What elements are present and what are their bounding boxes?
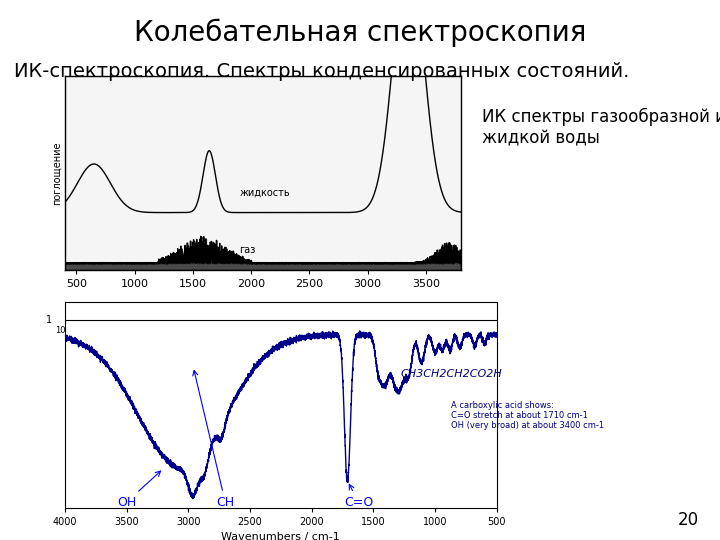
Text: CH3CH2CH2CO2H: CH3CH2CH2CO2H [400,369,502,379]
X-axis label: Wavenumbers / cm-1: Wavenumbers / cm-1 [222,532,340,540]
Text: OH: OH [117,471,161,509]
Text: Колебательная спектроскопия: Колебательная спектроскопия [134,19,586,48]
Text: 1: 1 [46,315,53,325]
Text: 10: 10 [55,326,66,335]
Y-axis label: поглощение: поглощение [52,141,62,205]
Text: жидкость: жидкость [240,188,290,198]
Text: газ: газ [240,246,256,255]
Text: CH: CH [193,370,234,509]
Text: A carboxylic acid shows:
C=O stretch at about 1710 cm-1
OH (very broad) at about: A carboxylic acid shows: C=O stretch at … [451,401,604,430]
Text: C=O: C=O [344,484,373,509]
Text: ИК спектры газообразной и
жидкой воды: ИК спектры газообразной и жидкой воды [482,108,720,147]
Text: 20: 20 [678,511,698,529]
Text: ИК-спектроскопия. Спектры конденсированных состояний.: ИК-спектроскопия. Спектры конденсированн… [14,62,630,81]
